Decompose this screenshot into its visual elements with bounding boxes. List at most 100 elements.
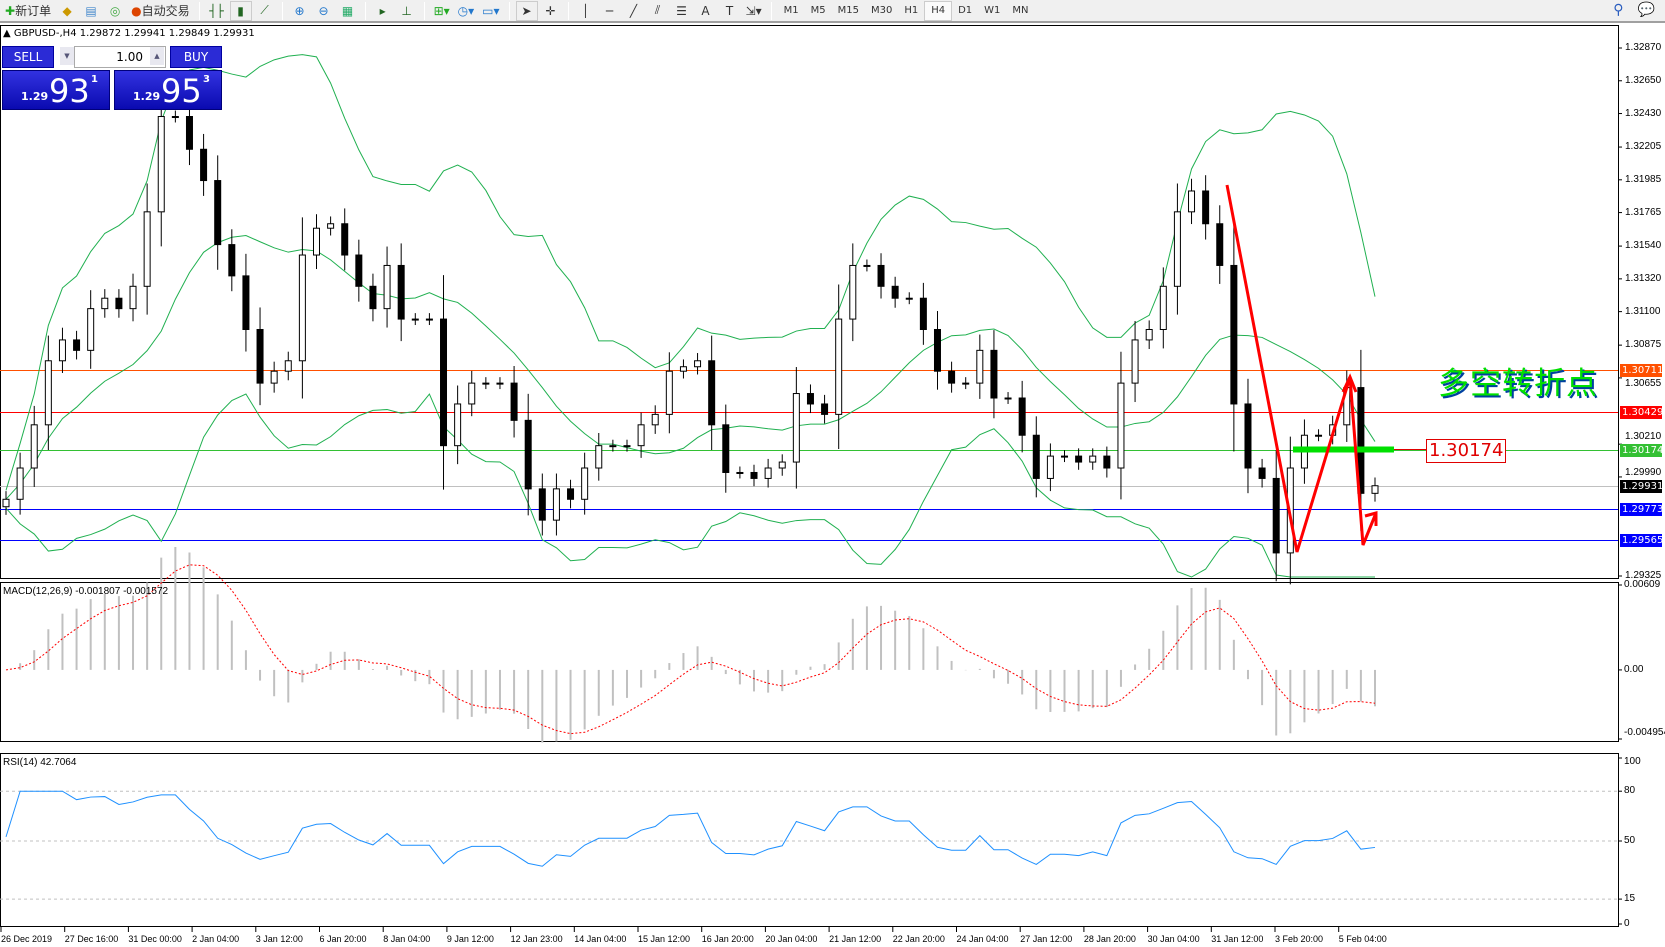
text-icon: A: [701, 3, 710, 18]
bid-price-button[interactable]: 1.29 93 1: [2, 70, 110, 110]
timeframe-m15[interactable]: M15: [837, 5, 859, 16]
trendline-button[interactable]: ╱: [623, 1, 645, 21]
candle-body: [1173, 211, 1181, 287]
candle-body: [905, 297, 913, 300]
zoom-in-button[interactable]: ⊕: [289, 1, 311, 21]
line-chart-icon: ⟋: [260, 3, 269, 17]
annotation-text: 多空转折点: [1438, 366, 1598, 402]
candle-body: [214, 180, 222, 246]
arrows-button[interactable]: ⇲▾: [743, 1, 765, 21]
bar-chart-icon: ┤├: [209, 3, 224, 18]
horizontal-line-button[interactable]: ─: [599, 1, 621, 21]
candle-body: [1117, 382, 1125, 469]
price-axis-label: 1.29325: [1625, 569, 1662, 581]
candle-body: [30, 424, 38, 469]
candle-body: [1046, 455, 1054, 479]
candle-body: [552, 488, 560, 521]
fibonacci-button[interactable]: ☰: [671, 1, 693, 21]
horizontal-line-icon: ─: [605, 3, 614, 18]
autoscroll-button[interactable]: ▸: [372, 1, 394, 21]
price-axis-label: 1.30210: [1625, 430, 1662, 442]
auto-trading-icon: ●: [131, 3, 142, 18]
auto-trading-button[interactable]: ● 自动交易: [128, 1, 193, 21]
new-order-button[interactable]: ✚ 新订单: [2, 1, 54, 21]
buy-button[interactable]: BUY: [170, 46, 222, 68]
time-axis-label: 26 Dec 2019: [1, 934, 53, 944]
lot-increase-button[interactable]: ▲: [150, 47, 164, 65]
zoom-out-button[interactable]: ⊖: [313, 1, 335, 21]
candle-body: [16, 467, 24, 500]
annotation-price-label: 1.30174: [1426, 439, 1507, 463]
candle-body: [595, 445, 603, 469]
time-axis-label: 14 Jan 04:00: [574, 934, 627, 944]
bollinger-lower: [5, 393, 1375, 578]
line-chart-button[interactable]: ⟋: [254, 1, 276, 21]
candle-body: [496, 382, 504, 385]
timeframe-m5[interactable]: M5: [810, 5, 826, 16]
candle-body: [101, 297, 109, 310]
signals-button[interactable]: ◎: [104, 1, 126, 21]
macd-panel-frame: [0, 582, 1619, 742]
sell-button[interactable]: SELL: [2, 46, 54, 68]
new-order-label: 新订单: [15, 4, 52, 18]
ask-price-button[interactable]: 1.29 95 3: [114, 70, 222, 110]
text-label-button[interactable]: T: [719, 1, 741, 21]
separator: [423, 1, 425, 20]
text-button[interactable]: A: [695, 1, 717, 21]
candle-body: [2, 498, 10, 508]
candle-body: [1018, 397, 1026, 436]
candle-body: [919, 297, 927, 330]
timeframe-mn[interactable]: MN: [1012, 5, 1029, 16]
chat-icon[interactable]: 💬: [1637, 2, 1655, 18]
vertical-line-button[interactable]: │: [575, 1, 597, 21]
cursor-button[interactable]: ➤: [515, 0, 538, 21]
indicators-button[interactable]: ⊞▾: [431, 1, 453, 21]
lot-size-input[interactable]: 1.00: [74, 46, 166, 68]
timeframe-h4[interactable]: H4: [924, 0, 953, 21]
lot-decrease-button[interactable]: ▼: [60, 47, 74, 65]
search-icon[interactable]: ⚲: [1613, 2, 1624, 18]
toolbar: ✚ 新订单 ◆ ▤ ◎ ● 自动交易 ┤├ ▮ ⟋ ⊕ ⊖ ▦ ▸ ⊥ ⊞▾ ◷▾ …: [0, 0, 1665, 23]
candle-body: [298, 254, 306, 362]
candle-body: [200, 148, 208, 182]
macd-label: MACD(12,26,9) -0.001807 -0.001572: [3, 586, 169, 597]
bid-big: 93: [49, 72, 90, 110]
equidistant-channel-icon: ⫽: [654, 3, 661, 17]
timeframe-h1[interactable]: H1: [904, 5, 919, 16]
bollinger-upper: [5, 54, 1376, 491]
candle-body: [877, 264, 885, 287]
time-axis-label: 21 Jan 12:00: [829, 934, 882, 944]
candle-body: [651, 413, 659, 426]
navigator-button[interactable]: ▤: [80, 1, 102, 21]
bollinger-middle: [5, 235, 1376, 500]
candle-body: [1032, 434, 1040, 479]
timeframe-d1[interactable]: D1: [958, 5, 973, 16]
market-watch-button[interactable]: ◆: [56, 1, 78, 21]
zoom-in-icon: ⊕: [294, 3, 305, 18]
timeframe-m1[interactable]: M1: [783, 5, 799, 16]
candle-body: [976, 349, 984, 384]
candle-body: [157, 116, 165, 213]
candle-body: [835, 318, 843, 415]
timeframe-w1[interactable]: W1: [984, 5, 1001, 16]
chart-shift-button[interactable]: ⊥: [396, 1, 418, 21]
candle-body: [468, 382, 476, 405]
candlestick-button[interactable]: ▮: [229, 0, 252, 21]
tile-windows-button[interactable]: ▦: [337, 1, 359, 21]
time-axis-label: 27 Jan 12:00: [1020, 934, 1073, 944]
right-buttons: ⚲ 💬: [1613, 2, 1655, 18]
timeframe-m30[interactable]: M30: [870, 5, 893, 16]
templates-button[interactable]: ▭▾: [479, 1, 502, 21]
candle-body: [750, 471, 758, 479]
price-axis-label: 1.29990: [1625, 466, 1662, 478]
sell-label: SELL: [13, 50, 43, 64]
price-axis-label: 1.32430: [1625, 107, 1662, 119]
equidistant-channel-button[interactable]: ⫽: [647, 1, 669, 21]
time-axis-label: 6 Jan 20:00: [319, 934, 367, 944]
periods-button[interactable]: ◷▾: [455, 1, 478, 21]
bar-chart-button[interactable]: ┤├: [206, 1, 228, 21]
crosshair-button[interactable]: ✛: [540, 1, 562, 21]
rsi-axis-label: 100: [1624, 756, 1641, 767]
candle-body: [440, 318, 448, 447]
